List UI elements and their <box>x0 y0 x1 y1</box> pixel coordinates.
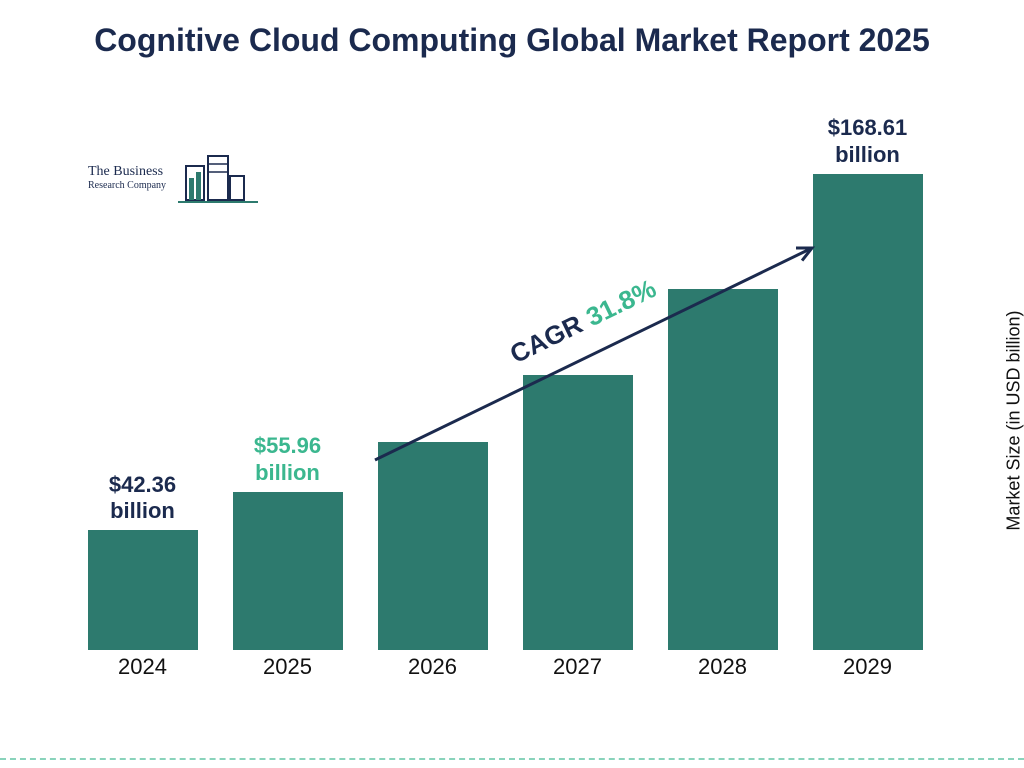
bar <box>88 530 198 650</box>
bar <box>378 442 488 650</box>
bar <box>813 174 923 650</box>
x-tick-label: 2025 <box>215 654 360 690</box>
x-tick-label: 2026 <box>360 654 505 690</box>
x-tick-label: 2028 <box>650 654 795 690</box>
x-tick-label: 2029 <box>795 654 940 690</box>
chart-area: The Business Research Company $42.36 bil… <box>70 120 940 690</box>
bar-value-label: $42.36 billion <box>78 472 208 525</box>
x-tick-label: 2027 <box>505 654 650 690</box>
bottom-divider <box>0 758 1024 760</box>
chart-title: Cognitive Cloud Computing Global Market … <box>0 0 1024 70</box>
bar <box>523 375 633 650</box>
bar-value-label: $55.96 billion <box>223 433 353 486</box>
bar <box>233 492 343 650</box>
bar-slot <box>650 289 795 650</box>
bar-slot <box>360 442 505 650</box>
bar-container: $42.36 billion$55.96 billion$168.61 bill… <box>70 140 940 650</box>
bar-slot <box>505 375 650 650</box>
x-tick-label: 2024 <box>70 654 215 690</box>
bar-value-label: $168.61 billion <box>803 115 933 168</box>
y-axis-label: Market Size (in USD billion) <box>1004 311 1024 531</box>
bar-slot: $42.36 billion <box>70 530 215 650</box>
x-axis-labels: 202420252026202720282029 <box>70 654 940 690</box>
bar-slot: $55.96 billion <box>215 492 360 650</box>
bar-slot: $168.61 billion <box>795 174 940 650</box>
bar <box>668 289 778 650</box>
